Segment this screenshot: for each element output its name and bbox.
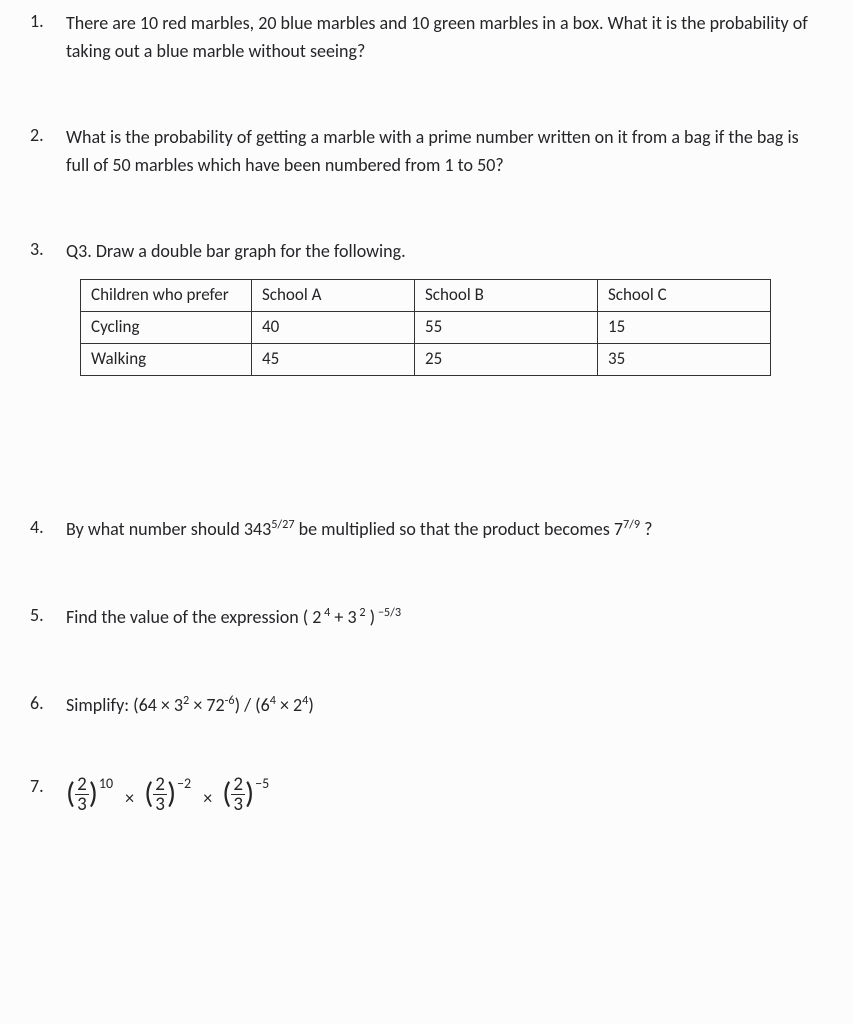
question-number: 7. [30, 775, 66, 797]
header-text: Children who prefer [91, 284, 229, 305]
fraction: 23 [153, 775, 167, 814]
table-cell: Cycling [81, 312, 252, 344]
question-text: Find the value of the expression ( 2 4 +… [66, 604, 401, 632]
denominator: 3 [231, 795, 245, 814]
fraction: 23 [75, 775, 89, 814]
paren-open: ( [66, 779, 75, 809]
question-5: 5. Find the value of the expression ( 2 … [30, 604, 823, 632]
table-header-cell: School B [415, 280, 598, 312]
exponent: 4 [321, 605, 330, 620]
table-cell: 40 [252, 312, 415, 344]
text-segment: + 3 [330, 606, 356, 628]
table-header-row: Children who prefer School A School B Sc… [81, 280, 771, 312]
table-header-cell: Children who prefer [81, 280, 252, 312]
question-text: By what number should 3435/27 be multipl… [66, 516, 653, 544]
exponent: 10 [99, 773, 113, 795]
question-number: 5. [30, 604, 66, 626]
question-expression: ( 23 ) 10 × ( 23 ) −2 × ( 23 ) −5 [66, 775, 271, 814]
question-6: 6. Simplify: (64 × 32 × 72-6) / (64 × 24… [30, 692, 823, 720]
table-row: Cycling 40 55 15 [81, 312, 771, 344]
table-cell: Walking [81, 344, 252, 376]
question-4: 4. By what number should 3435/27 be mult… [30, 516, 823, 544]
exponent: −2 [177, 773, 191, 795]
question-text: What is the probability of getting a mar… [66, 124, 823, 180]
exponent: −5/3 [375, 605, 401, 620]
question-text: There are 10 red marbles, 20 blue marble… [66, 10, 823, 66]
paren-close: ) [245, 779, 254, 809]
numerator: 2 [75, 775, 89, 795]
question-text: Q3. Draw a double bar graph for the foll… [66, 238, 406, 266]
question-2: 2. What is the probability of getting a … [30, 124, 823, 180]
text-segment: ) / (6 [235, 694, 270, 716]
q3-table-container: Children who prefer School A School B Sc… [80, 279, 823, 376]
paren-open: ( [144, 779, 153, 809]
text-segment: ) [308, 694, 313, 716]
question-1: 1. There are 10 red marbles, 20 blue mar… [30, 10, 823, 66]
question-number: 3. [30, 238, 66, 260]
table-cell: 15 [598, 312, 771, 344]
question-7: 7. ( 23 ) 10 × ( 23 ) −2 × ( 23 ) −5 [30, 775, 823, 814]
text-segment: × 72 [189, 694, 224, 716]
text-segment: Simplify: (64 × 3 [66, 694, 183, 716]
table-cell: 55 [415, 312, 598, 344]
question-number: 4. [30, 516, 66, 538]
table-header-cell: School A [252, 280, 415, 312]
text-segment: Find the value of the expression ( 2 [66, 606, 321, 628]
table-cell: 25 [415, 344, 598, 376]
fraction: 23 [231, 775, 245, 814]
table-cell: 45 [252, 344, 415, 376]
q3-data-table: Children who prefer School A School B Sc… [80, 279, 771, 376]
question-number: 2. [30, 124, 66, 146]
table-header-cell: School C [598, 280, 771, 312]
question-number: 6. [30, 692, 66, 714]
times-operator: × [197, 787, 218, 809]
fraction-term-1: ( 23 ) 10 [66, 775, 113, 814]
question-3: 3. Q3. Draw a double bar graph for the f… [30, 238, 823, 266]
times-operator: × [119, 787, 140, 809]
text-segment: By what number should 343 [66, 518, 271, 540]
table-cell: 35 [598, 344, 771, 376]
denominator: 3 [75, 795, 89, 814]
text-segment: be multiplied so that the product become… [295, 518, 623, 540]
fraction-term-3: ( 23 ) −5 [222, 775, 269, 814]
exponent: -6 [225, 693, 235, 708]
paren-close: ) [89, 779, 98, 809]
exponent: 5/27 [271, 517, 294, 532]
paren-open: ( [222, 779, 231, 809]
paren-close: ) [167, 779, 176, 809]
text-segment: × 2 [276, 694, 302, 716]
exponent: −5 [255, 773, 269, 795]
worksheet-page: 1. There are 10 red marbles, 20 blue mar… [0, 0, 853, 1024]
denominator: 3 [153, 795, 167, 814]
fraction-term-2: ( 23 ) −2 [144, 775, 191, 814]
question-text: Simplify: (64 × 32 × 72-6) / (64 × 24) [66, 692, 314, 720]
table-row: Walking 45 25 35 [81, 344, 771, 376]
question-number: 1. [30, 10, 66, 32]
text-segment: ? [640, 518, 652, 540]
numerator: 2 [231, 775, 245, 795]
text-segment: ) [366, 606, 376, 628]
exponent: 2 [357, 605, 366, 620]
exponent: 7/9 [623, 517, 640, 532]
numerator: 2 [153, 775, 167, 795]
